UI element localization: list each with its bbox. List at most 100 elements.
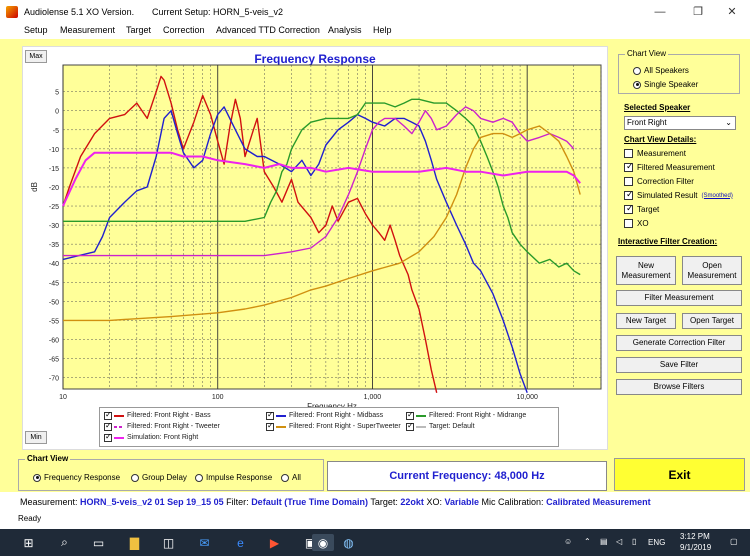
y-tick-label: -70 — [49, 376, 59, 383]
series-line — [63, 125, 581, 322]
menu-correction[interactable]: Correction — [163, 25, 205, 35]
globe-icon[interactable]: ◍ — [343, 535, 354, 550]
y-tick-label: -65 — [49, 357, 59, 364]
mail-icon[interactable]: ✉ — [199, 535, 210, 550]
legend-checkbox — [266, 421, 274, 431]
minimize-button[interactable]: — — [654, 6, 666, 18]
group-delay-label: Group Delay — [142, 473, 187, 482]
x-tick-label: 1,000 — [364, 394, 382, 401]
open-target-button[interactable]: Open Target — [682, 313, 742, 329]
new-measurement-button[interactable]: New Measurement — [616, 256, 676, 285]
restore-button[interactable]: ❐ — [693, 6, 703, 18]
max-button[interactable]: Max — [25, 50, 47, 63]
y-tick-label: -20 — [49, 185, 59, 192]
audiolense-icon[interactable]: ◉ — [312, 534, 334, 551]
menu-help[interactable]: Help — [373, 25, 392, 35]
all-radio[interactable]: All — [281, 473, 301, 482]
detail-correction-filter-checkbox[interactable]: Correction Filter — [624, 177, 694, 186]
browse-filters-button[interactable]: Browse Filters — [616, 379, 742, 395]
legend-swatch — [276, 425, 286, 428]
all-speakers-radio[interactable]: All Speakers — [633, 66, 689, 75]
open-measurement-button[interactable]: Open Measurement — [682, 256, 742, 285]
menu-measurement[interactable]: Measurement — [60, 25, 116, 35]
frequency-response-radio[interactable]: Frequency Response — [33, 473, 120, 482]
people-icon[interactable]: ☺ — [564, 537, 573, 546]
notifications-icon[interactable]: ▢ — [730, 537, 738, 546]
x-axis-label: Frequency Hz — [307, 402, 357, 411]
chart-view-group-title: Chart View — [625, 49, 668, 58]
menu-setup[interactable]: Setup — [24, 25, 48, 35]
clock-time[interactable]: 3:12 PM — [680, 532, 710, 541]
legend-item[interactable]: Filtered: Front Right - Bass — [104, 410, 211, 421]
group-delay-radio[interactable]: Group Delay — [131, 473, 187, 482]
detail-measurement-checkbox[interactable]: Measurement — [624, 149, 686, 158]
legend-item[interactable]: Filtered: Front Right - SuperTweeter — [266, 421, 401, 432]
all-label: All — [292, 473, 301, 482]
task-view-icon[interactable]: ▭ — [92, 535, 105, 550]
network-icon[interactable]: ▤ — [600, 537, 608, 546]
close-button[interactable]: ✕ — [727, 6, 737, 18]
file-explorer-icon[interactable]: ▇ — [129, 535, 140, 550]
new-target-button[interactable]: New Target — [616, 313, 676, 329]
store-icon[interactable]: ◫ — [162, 535, 175, 550]
legend-item[interactable]: Filtered: Front Right - Midrange — [406, 410, 526, 421]
y-tick-label: -25 — [49, 204, 59, 211]
exit-button[interactable]: Exit — [614, 458, 745, 491]
detail-xo-checkbox[interactable]: XO — [624, 219, 649, 228]
media-icon[interactable]: ▶ — [269, 535, 280, 550]
frequency-response-label: Frequency Response — [44, 473, 121, 482]
legend-item[interactable]: Filtered: Front Right - Midbass — [266, 410, 383, 421]
radio-dot-selected — [633, 80, 641, 89]
frequency-response-graph: Max Frequency Response 5 0 -5 -10 -15 -20 -25 -… — [22, 46, 608, 450]
language-indicator[interactable]: ENG — [648, 538, 666, 547]
y-tick-label: -50 — [49, 299, 59, 306]
legend-checkbox — [104, 432, 112, 442]
legend-item[interactable]: Filtered: Front Right - Tweeter — [104, 421, 220, 432]
legend-checkbox — [406, 421, 414, 431]
legend-label: Simulation: Front Right — [127, 434, 199, 441]
edge-icon[interactable]: e — [237, 535, 244, 550]
window-icon[interactable]: ▣ — [304, 535, 317, 550]
windows-start-icon[interactable]: ⊞ — [23, 535, 34, 550]
chevron-up-icon[interactable]: ⌃ — [584, 537, 591, 546]
selected-speaker-value: Front Right — [627, 118, 667, 127]
legend-label: Filtered: Front Right - Tweeter — [127, 423, 220, 430]
min-button[interactable]: Min — [25, 431, 47, 444]
y-tick-label: -55 — [49, 318, 59, 325]
checkbox-box — [624, 203, 634, 214]
y-axis-label: dB — [30, 182, 39, 192]
volume-icon[interactable]: ◁ — [616, 537, 623, 546]
battery-icon[interactable]: ▯ — [632, 537, 637, 546]
impulse-response-radio[interactable]: Impulse Response — [195, 473, 272, 482]
status-bar: Measurement: HORN_5-veis_v2 01 Sep 19_15… — [0, 492, 750, 529]
ready-status: Ready — [18, 514, 42, 523]
series-line — [62, 151, 581, 207]
single-speaker-radio[interactable]: Single Speaker — [633, 80, 698, 89]
side-panel: Chart View All Speakers Single Speaker S… — [610, 44, 746, 446]
clock-date[interactable]: 9/1/2019 — [680, 543, 712, 552]
search-icon[interactable]: ⌕ — [61, 535, 68, 549]
detail-filtered-measurement-checkbox[interactable]: Filtered Measurement — [624, 161, 715, 172]
radio-dot — [633, 66, 641, 75]
legend-swatch — [114, 414, 124, 417]
bottom-chart-view-group: Chart View Frequency Response Group Dela… — [18, 454, 324, 491]
smoothed-link[interactable]: (Smoothed) — [701, 192, 733, 199]
generate-correction-filter-button[interactable]: Generate Correction Filter — [616, 335, 742, 351]
menu-target[interactable]: Target — [126, 25, 152, 35]
legend-checkbox — [104, 421, 112, 431]
menu-analysis[interactable]: Analysis — [328, 25, 362, 35]
filter-value: Default (True Time Domain) — [251, 497, 369, 507]
legend-item[interactable]: Simulation: Front Right — [104, 432, 198, 443]
y-tick-label: 0 — [55, 109, 59, 116]
filter-measurement-button[interactable]: Filter Measurement — [616, 290, 742, 306]
detail-target-checkbox[interactable]: Target — [624, 203, 659, 214]
save-filter-button[interactable]: Save Filter — [616, 357, 742, 373]
detail-simulated-result-checkbox[interactable]: Simulated Result(Smoothed) — [624, 189, 733, 200]
legend-label: Target: Default — [429, 423, 475, 430]
menu-advanced-ttd-correction[interactable]: Advanced TTD Correction — [216, 25, 320, 35]
legend-item[interactable]: Target: Default — [406, 421, 475, 432]
y-tick-label: -45 — [49, 280, 59, 287]
status-line: Measurement: HORN_5-veis_v2 01 Sep 19_15… — [20, 497, 651, 507]
selected-speaker-dropdown[interactable]: Front Right ⌄ — [624, 116, 736, 130]
impulse-response-label: Impulse Response — [206, 473, 273, 482]
